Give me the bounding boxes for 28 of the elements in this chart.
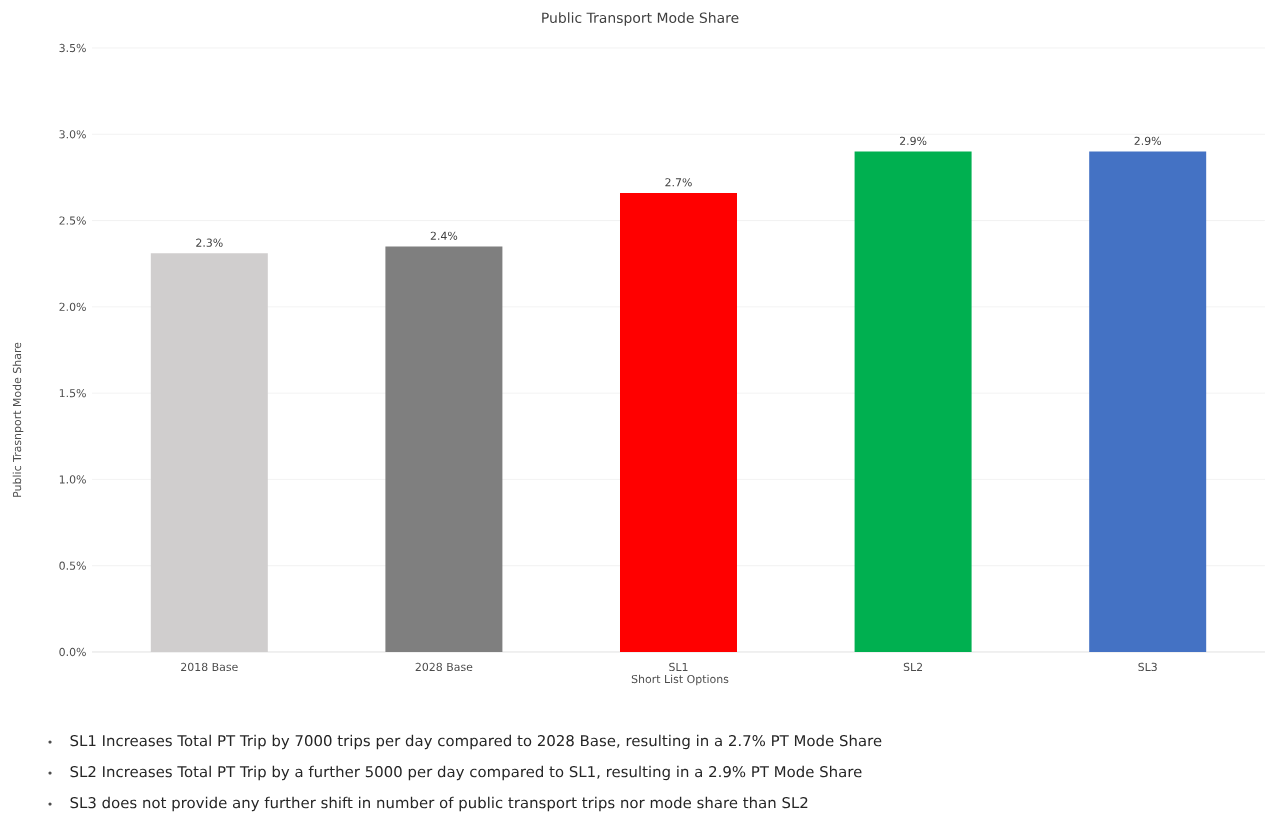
bar [385,246,503,652]
bar [854,151,972,652]
y-tick-label: 0.0% [59,647,86,657]
x-tick-label: SL1 [669,662,688,672]
data-label: 2.9% [1134,136,1161,146]
data-label: 2.9% [899,136,927,146]
x-tick-label: 2018 Base [181,662,238,672]
x-axis-title: Short List Options [631,674,729,686]
text: SL3 does not provide any further shift in number of public transport trips nor mode share than SL2 [70,796,808,812]
y-tick-label: 0.5% [59,561,86,570]
data-label: 2.3% [196,238,223,247]
x-tick-label: SL3 [1138,662,1157,672]
bar [620,192,737,652]
y-tick-label: 2.5% [59,216,86,225]
data-label: 2.4% [430,231,458,240]
chart-title: Public Transport Mode Share [542,12,739,26]
x-tick-label: 2028 Base [415,662,473,672]
y-tick-label: 2.0% [59,302,86,311]
data-label: 2.7% [665,178,692,187]
text: SL1 Increases Total PT Trip by 7000 trips per day compared to 2028 Base, resulting in a 2.7% PT Mode Share [70,734,882,750]
y-tick-label: 3.5% [59,43,86,53]
y-axis-title: Public Trasnport Mode Share [12,342,24,497]
text: SL2 Increases Total PT Trip by a further 5000 per day compared to SL1, resulting in a 2.9% PT Mode Share [70,765,862,781]
x-tick-label: SL2 [903,662,923,672]
bar [1089,151,1207,652]
y-tick-label: 3.0% [59,130,86,139]
y-tick-label: 1.0% [59,475,86,484]
y-tick-label: 1.5% [59,388,86,398]
